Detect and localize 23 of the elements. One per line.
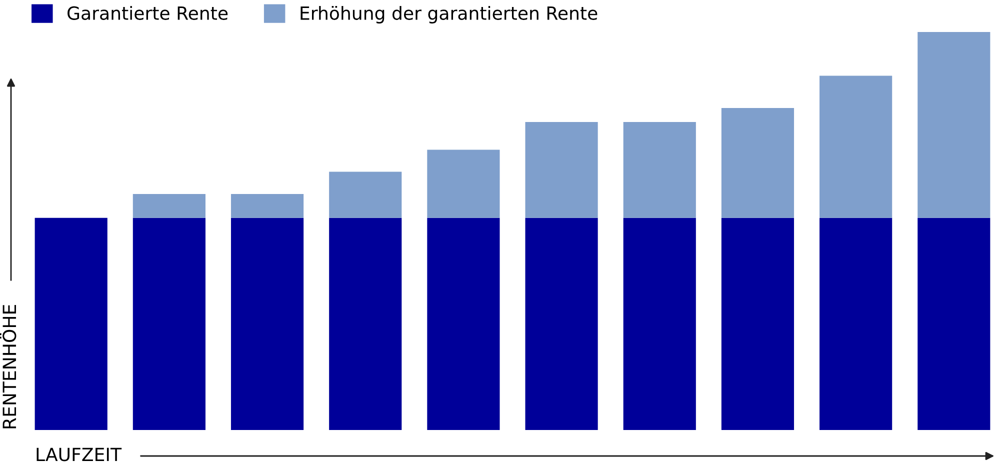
bar: [721, 108, 794, 218]
bar: [230, 194, 304, 218]
bar: [623, 122, 696, 218]
y-axis-title: RENTENHÖHE: [0, 304, 16, 428]
bar: [427, 218, 500, 430]
bar: [427, 150, 500, 218]
bar: [132, 218, 206, 430]
bar: [918, 32, 990, 218]
legend-label: Erhöhung der garantierten Rente: [300, 6, 598, 24]
bar: [525, 218, 598, 430]
bar: [329, 172, 402, 218]
bar: [820, 76, 892, 218]
bar: [329, 218, 402, 430]
bar: [623, 218, 696, 430]
bar: [230, 218, 304, 430]
bar: [721, 218, 794, 430]
bar: [918, 218, 990, 430]
bar: [132, 194, 206, 218]
bar: [525, 122, 598, 218]
bar: [34, 218, 108, 430]
bar: [820, 218, 892, 430]
x-axis-title: LAUFZEIT: [36, 448, 122, 462]
legend-label: Garantierte Rente: [68, 6, 228, 20]
